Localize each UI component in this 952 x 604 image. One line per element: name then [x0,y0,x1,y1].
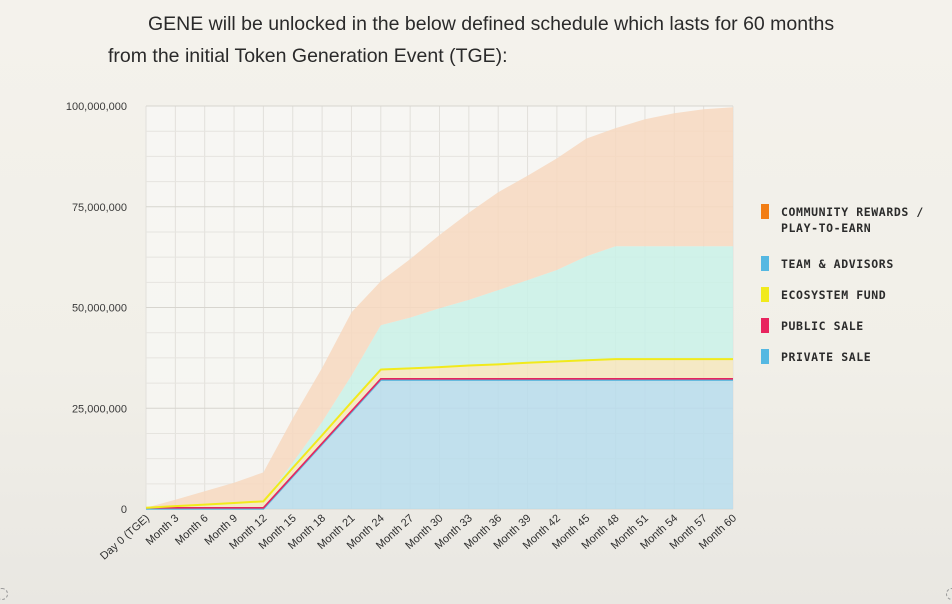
y-tick-label: 100,000,000 [66,101,127,113]
intro-line-1: GENE will be unlocked in the below defin… [148,13,835,35]
legend-swatch-ecosystem-fund [761,287,769,302]
corner-decoration-right [946,588,952,600]
legend-swatch-public-sale [761,318,769,333]
area-team-advisors [146,246,733,508]
legend-label-team-advisors: TEAM & ADVISORS [781,257,894,271]
intro-text: GENE will be unlocked in the below defin… [108,8,938,72]
legend-item-private-sale: PRIVATE SALE [761,349,946,365]
y-tick-label: 75,000,000 [72,202,127,214]
y-tick-label: 50,000,000 [72,303,127,315]
legend-item-public-sale: PUBLIC SALE [761,318,946,334]
intro-line-2: from the initial Token Generation Event … [108,45,508,67]
line-ecosystem-fund [145,358,733,509]
area-community-rewards-play-to-earn [146,107,733,508]
legend-item-ecosystem-fund: ECOSYSTEM FUND [761,287,946,303]
legend-swatch-team-advisors [761,256,769,271]
legend-item-team-advisors: TEAM & ADVISORS [761,256,946,272]
y-tick-label: 0 [121,504,127,516]
line-public-sale [146,378,733,509]
legend-swatch-community-rewards [761,204,769,219]
line-private-sale [146,379,733,510]
x-tick-label: Day 0 (TGE) [98,512,152,562]
area-ecosystem-fund [146,359,733,508]
y-tick-label: 25,000,000 [72,403,127,415]
legend-label-private-sale: PRIVATE SALE [781,350,872,364]
legend-item-community-rewards: COMMUNITY REWARDS / PLAY-TO-EARN [761,204,946,236]
corner-decoration-left [0,588,8,600]
legend-label-ecosystem-fund: ECOSYSTEM FUND [781,288,887,302]
legend-label-public-sale: PUBLIC SALE [781,319,864,333]
legend-swatch-private-sale [761,349,769,364]
legend-label-community-rewards: COMMUNITY REWARDS / PLAY-TO-EARN [781,205,924,235]
